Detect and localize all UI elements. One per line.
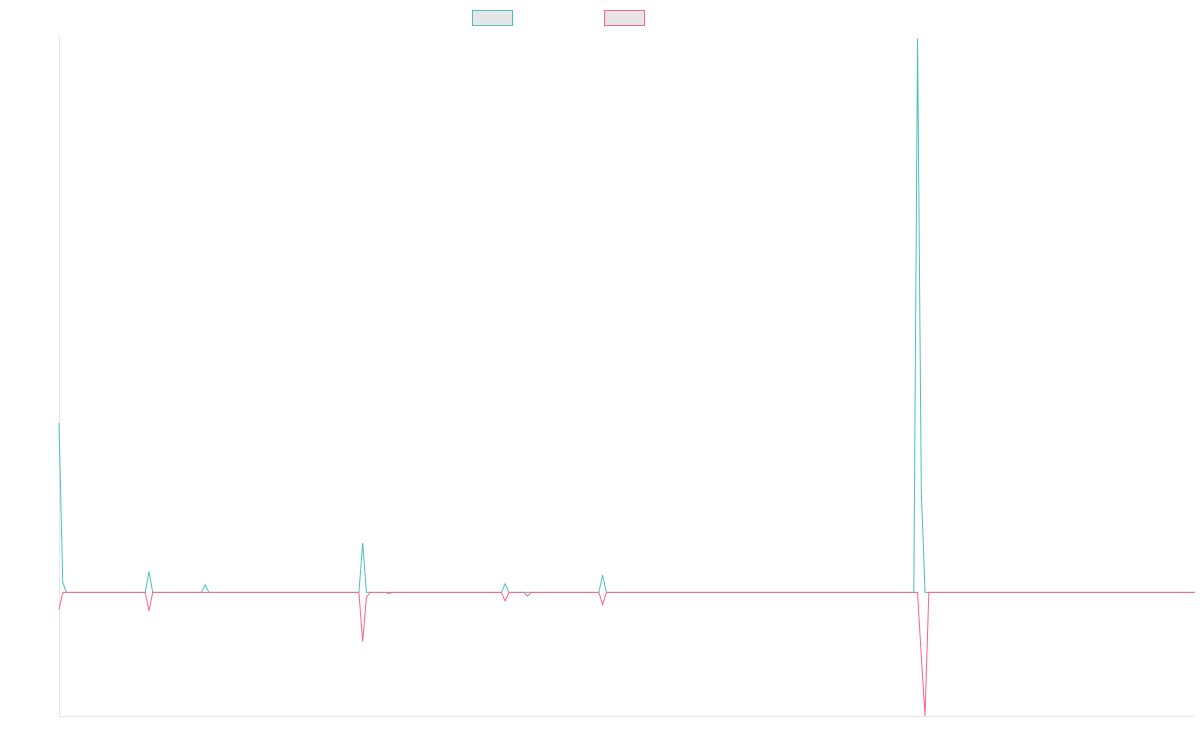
legend-swatch-1: [472, 10, 513, 26]
series-line-1[interactable]: [58, 38, 1195, 595]
series-line-2[interactable]: [58, 591, 1195, 717]
series-layer: [58, 38, 1195, 717]
legend-item-1[interactable]: [472, 10, 513, 26]
legend-swatch-2: [604, 10, 645, 26]
legend[interactable]: [472, 10, 645, 26]
axes: [59, 36, 1195, 717]
legend-item-2[interactable]: [604, 10, 645, 26]
